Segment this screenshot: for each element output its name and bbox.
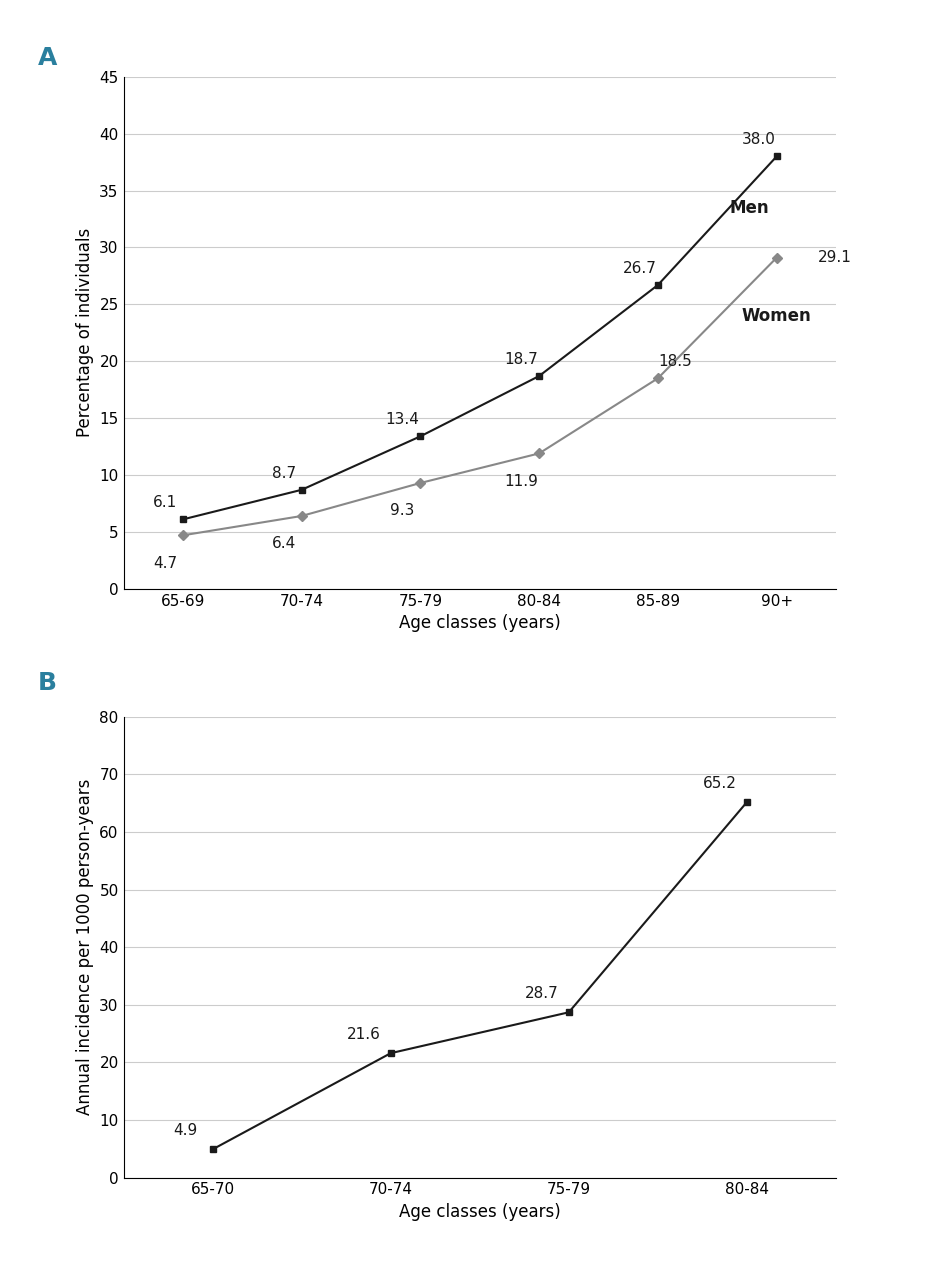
Text: 38.0: 38.0 [742,132,776,147]
Text: 6.1: 6.1 [153,495,178,511]
Text: 29.1: 29.1 [818,250,852,265]
Text: 13.4: 13.4 [386,412,420,428]
X-axis label: Age classes (years): Age classes (years) [399,1203,560,1221]
Text: 28.7: 28.7 [525,986,559,1001]
Text: 8.7: 8.7 [272,466,295,481]
Text: 18.7: 18.7 [504,352,539,367]
Text: 21.6: 21.6 [347,1027,381,1042]
Text: 18.5: 18.5 [658,355,693,369]
Text: 9.3: 9.3 [390,503,415,518]
Text: B: B [38,671,57,695]
Text: 4.9: 4.9 [174,1123,198,1138]
Text: Women: Women [741,307,810,325]
Text: Men: Men [730,198,769,216]
Text: A: A [38,46,57,70]
Text: 4.7: 4.7 [153,556,177,571]
Text: 6.4: 6.4 [272,536,296,552]
Text: 11.9: 11.9 [504,474,539,489]
Y-axis label: Annual incidence per 1000 person-years: Annual incidence per 1000 person-years [76,780,94,1115]
Y-axis label: Percentage of individuals: Percentage of individuals [76,228,94,438]
Text: 65.2: 65.2 [703,776,737,791]
X-axis label: Age classes (years): Age classes (years) [399,614,560,632]
Text: 26.7: 26.7 [623,261,657,276]
